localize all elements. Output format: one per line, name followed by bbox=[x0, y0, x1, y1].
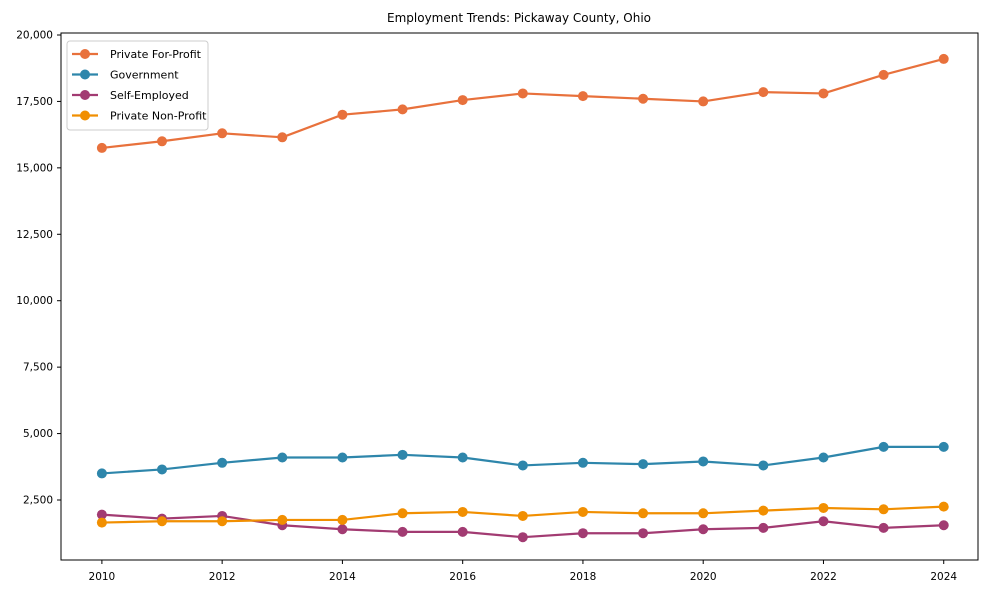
legend-marker bbox=[80, 110, 90, 121]
y-tick-label: 20,000 bbox=[16, 29, 53, 41]
data-point-private-non-profit bbox=[517, 510, 528, 521]
data-point-government bbox=[938, 441, 949, 452]
y-tick-label: 10,000 bbox=[16, 295, 53, 307]
x-tick-label: 2018 bbox=[570, 571, 597, 583]
data-point-private-non-profit bbox=[758, 505, 769, 516]
data-point-self-employed bbox=[878, 522, 889, 533]
y-tick-label: 7,500 bbox=[23, 362, 53, 374]
x-tick-label: 2024 bbox=[930, 571, 957, 583]
data-point-private-non-profit bbox=[397, 508, 408, 519]
data-point-self-employed bbox=[337, 524, 348, 535]
data-point-government bbox=[96, 468, 107, 479]
x-tick-label: 2020 bbox=[690, 571, 717, 583]
data-point-self-employed bbox=[517, 532, 528, 543]
data-point-government bbox=[517, 460, 528, 471]
data-point-private-for-profit bbox=[758, 87, 769, 98]
data-point-self-employed bbox=[758, 522, 769, 533]
data-point-private-non-profit bbox=[818, 502, 829, 513]
data-point-government bbox=[818, 452, 829, 463]
data-point-government bbox=[277, 452, 288, 463]
data-point-private-for-profit bbox=[698, 96, 709, 107]
x-tick-label: 2010 bbox=[89, 571, 116, 583]
data-point-government bbox=[217, 457, 228, 468]
axes-box bbox=[60, 32, 979, 561]
data-point-private-for-profit bbox=[878, 69, 889, 80]
y-tick-label: 17,500 bbox=[16, 96, 53, 108]
legend-box bbox=[66, 40, 209, 131]
data-point-private-for-profit bbox=[638, 93, 649, 104]
series-line-private-for-profit bbox=[100, 57, 945, 150]
x-tick-label: 2014 bbox=[329, 571, 356, 583]
data-point-private-for-profit bbox=[157, 136, 168, 147]
plot-area: 2,500 5,000 7,500 10,000 12,500 15,000 17,500 2… bbox=[16, 29, 979, 583]
legend-marker bbox=[80, 49, 90, 59]
data-point-private-for-profit bbox=[217, 128, 228, 139]
data-point-private-for-profit bbox=[818, 88, 829, 99]
legend-marker bbox=[80, 90, 90, 100]
data-point-private-non-profit bbox=[577, 506, 588, 517]
data-point-self-employed bbox=[577, 528, 588, 539]
data-point-private-for-profit bbox=[96, 142, 107, 153]
data-point-private-non-profit bbox=[638, 508, 649, 519]
data-point-self-employed bbox=[698, 524, 709, 535]
data-point-private-for-profit bbox=[577, 91, 588, 102]
data-point-government bbox=[577, 457, 588, 468]
data-point-private-for-profit bbox=[397, 104, 408, 115]
data-point-private-non-profit bbox=[878, 504, 889, 515]
data-point-self-employed bbox=[96, 509, 107, 520]
data-point-private-for-profit bbox=[457, 95, 468, 106]
x-tick-label: 2012 bbox=[209, 571, 236, 583]
y-tick-label: 12,500 bbox=[16, 229, 53, 241]
legend-marker bbox=[80, 69, 90, 80]
data-point-private-non-profit bbox=[157, 516, 168, 527]
legend: Private For-Profit Government Self-Employe… bbox=[66, 40, 209, 131]
data-point-private-non-profit bbox=[337, 514, 348, 525]
data-point-government bbox=[457, 452, 468, 463]
legend-label-government: Government bbox=[110, 68, 179, 81]
data-point-self-employed bbox=[818, 516, 829, 527]
legend-label-private-non-profit: Private Non-Profit bbox=[110, 109, 207, 122]
data-point-private-for-profit bbox=[337, 109, 348, 120]
data-point-government bbox=[758, 460, 769, 471]
x-tick-label: 2016 bbox=[449, 571, 476, 583]
data-point-private-for-profit bbox=[277, 132, 288, 143]
data-point-government bbox=[698, 456, 709, 467]
legend-label-self-employed: Self-Employed bbox=[110, 89, 189, 102]
data-point-private-non-profit bbox=[96, 517, 107, 528]
data-point-private-non-profit bbox=[938, 501, 949, 512]
data-point-private-non-profit bbox=[698, 508, 709, 519]
data-point-private-non-profit bbox=[457, 506, 468, 517]
data-point-self-employed bbox=[397, 526, 408, 537]
data-point-self-employed bbox=[938, 520, 949, 531]
data-point-private-non-profit bbox=[217, 516, 228, 527]
y-tick-label: 15,000 bbox=[16, 162, 53, 174]
data-point-government bbox=[337, 452, 348, 463]
data-point-self-employed bbox=[638, 528, 649, 539]
x-tick-label: 2022 bbox=[810, 571, 837, 583]
data-point-self-employed bbox=[457, 526, 468, 537]
data-point-government bbox=[397, 449, 408, 460]
data-point-government bbox=[878, 441, 889, 452]
y-tick-label: 2,500 bbox=[23, 495, 53, 507]
y-tick-label: 5,000 bbox=[23, 428, 53, 440]
data-point-private-for-profit bbox=[517, 88, 528, 99]
data-point-government bbox=[638, 459, 649, 470]
data-point-private-for-profit bbox=[938, 53, 949, 64]
data-point-private-non-profit bbox=[277, 514, 288, 525]
chart-title: Employment Trends: Pickaway County, Ohio bbox=[387, 11, 651, 25]
data-point-government bbox=[157, 464, 168, 475]
legend-label-private-for-profit: Private For-Profit bbox=[110, 48, 202, 61]
